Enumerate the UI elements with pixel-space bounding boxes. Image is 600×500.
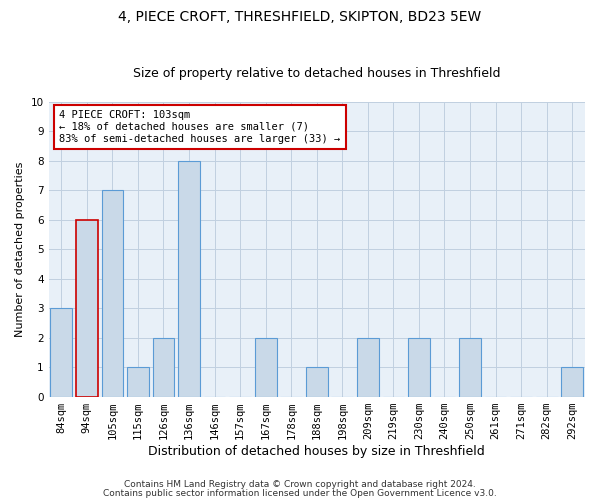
Bar xyxy=(408,338,430,396)
X-axis label: Distribution of detached houses by size in Threshfield: Distribution of detached houses by size … xyxy=(148,444,485,458)
Y-axis label: Number of detached properties: Number of detached properties xyxy=(15,162,25,336)
Text: 4 PIECE CROFT: 103sqm
← 18% of detached houses are smaller (7)
83% of semi-detac: 4 PIECE CROFT: 103sqm ← 18% of detached … xyxy=(59,110,341,144)
Title: Size of property relative to detached houses in Threshfield: Size of property relative to detached ho… xyxy=(133,66,500,80)
Text: Contains HM Land Registry data © Crown copyright and database right 2024.: Contains HM Land Registry data © Crown c… xyxy=(124,480,476,489)
Bar xyxy=(50,308,72,396)
Text: Contains public sector information licensed under the Open Government Licence v3: Contains public sector information licen… xyxy=(103,490,497,498)
Bar xyxy=(152,338,175,396)
Bar xyxy=(562,367,583,396)
Bar xyxy=(101,190,123,396)
Bar xyxy=(255,338,277,396)
Bar xyxy=(357,338,379,396)
Bar xyxy=(127,367,149,396)
Bar xyxy=(459,338,481,396)
Bar xyxy=(306,367,328,396)
Text: 4, PIECE CROFT, THRESHFIELD, SKIPTON, BD23 5EW: 4, PIECE CROFT, THRESHFIELD, SKIPTON, BD… xyxy=(118,10,482,24)
Bar xyxy=(178,160,200,396)
Bar xyxy=(76,220,98,396)
